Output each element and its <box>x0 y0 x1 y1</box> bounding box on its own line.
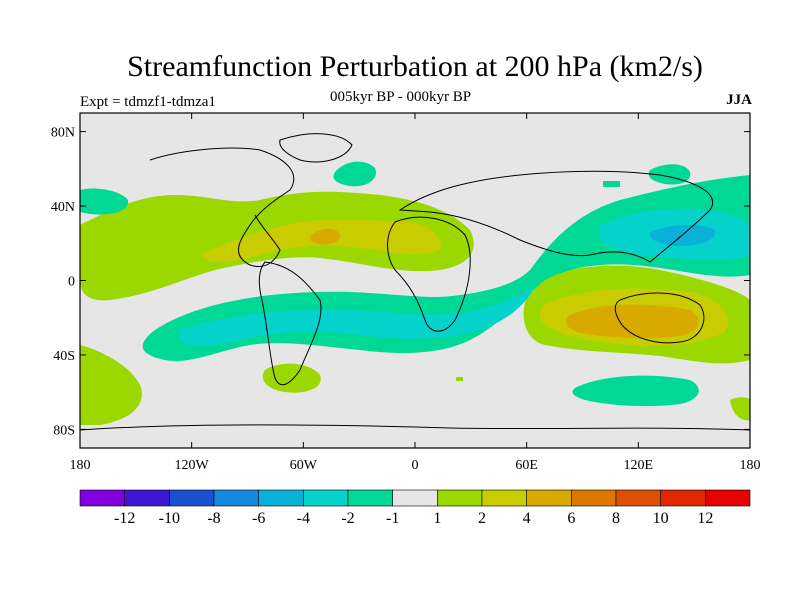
colorbar-swatch <box>437 489 483 507</box>
x-tick-label: 120W <box>175 458 210 473</box>
eurasia-coast <box>398 170 713 263</box>
colorbar-label: -10 <box>159 510 180 527</box>
x-tick-label: 0 <box>412 458 419 473</box>
s-pacific-positive <box>80 345 142 425</box>
australia-high-core <box>565 304 699 339</box>
colorbar-label: 6 <box>567 510 575 527</box>
period-label: 005kyr BP - 000kyr BP <box>330 89 472 105</box>
x-tick-label: 180 <box>70 458 91 473</box>
colorbar-label: 1 <box>433 510 441 527</box>
colorbar-label: 10 <box>653 510 669 527</box>
southern-ocean-low <box>572 375 699 407</box>
colorbar-swatch <box>481 489 527 507</box>
x-tick-label: 120E <box>624 458 654 473</box>
north-america-coast <box>149 147 295 267</box>
season-label: JJA <box>726 92 752 108</box>
colorbar-swatch <box>705 489 751 507</box>
patagonia-high <box>262 363 321 393</box>
y-tick-label: 0 <box>68 275 75 290</box>
colorbar-label: -12 <box>114 510 135 527</box>
greenland-coast <box>279 133 353 163</box>
australia-coast <box>614 292 705 344</box>
antarctica-coast <box>80 424 750 431</box>
ne-pacific-low <box>80 188 129 215</box>
nh-ridge-core <box>309 228 341 245</box>
colorbar-swatch <box>526 489 572 507</box>
colorbar-swatch <box>660 489 706 507</box>
x-tick-label: 60W <box>290 458 318 473</box>
colorbar-label: 12 <box>697 510 713 527</box>
experiment-label: Expt = tdmzf1-tdmza1 <box>80 94 216 110</box>
small-low-patch <box>603 181 620 187</box>
colorbar-swatch <box>347 489 393 507</box>
x-tick-label: 60E <box>515 458 538 473</box>
colorbar-swatch <box>615 489 661 507</box>
y-tick-label: 80S <box>53 423 75 438</box>
greenland-low <box>333 161 376 187</box>
colorbar-swatch <box>392 489 438 507</box>
colorbar: -12 -10 -8 -6 -4 -2 -1 1 2 4 6 8 10 12 <box>79 489 751 527</box>
x-axis: 180 120W 60W 0 60E 120E 180 <box>70 113 761 473</box>
colorbar-label: -1 <box>386 510 399 527</box>
colorbar-label: 8 <box>612 510 620 527</box>
coastlines <box>80 133 750 431</box>
colorbar-label: -2 <box>341 510 354 527</box>
y-tick-label: 40S <box>53 349 75 364</box>
small-high-patch <box>456 377 463 381</box>
x-tick-label: 180 <box>740 458 761 473</box>
colorbar-label: 4 <box>523 510 531 527</box>
colorbar-label: -8 <box>207 510 220 527</box>
africa-coast <box>387 216 471 332</box>
colorbar-swatch <box>303 489 349 507</box>
s-atlantic-low <box>180 285 535 347</box>
chart-title: Streamfunction Perturbation at 200 hPa (… <box>127 50 703 83</box>
colorbar-label: -6 <box>252 510 265 527</box>
se-corner-positive <box>730 397 750 421</box>
colorbar-swatch <box>79 489 125 507</box>
y-tick-label: 40N <box>51 200 75 215</box>
colorbar-label: 2 <box>478 510 486 527</box>
y-axis: 80N 40N 0 40S 80S <box>51 126 750 438</box>
colorbar-label: -4 <box>297 510 310 527</box>
colorbar-swatch <box>258 489 304 507</box>
colorbar-swatch <box>213 489 259 507</box>
colorbar-swatch <box>169 489 215 507</box>
colorbar-swatch <box>571 489 617 507</box>
y-tick-label: 80N <box>51 126 75 141</box>
south-america-coast <box>258 261 322 386</box>
colorbar-swatch <box>124 489 170 507</box>
